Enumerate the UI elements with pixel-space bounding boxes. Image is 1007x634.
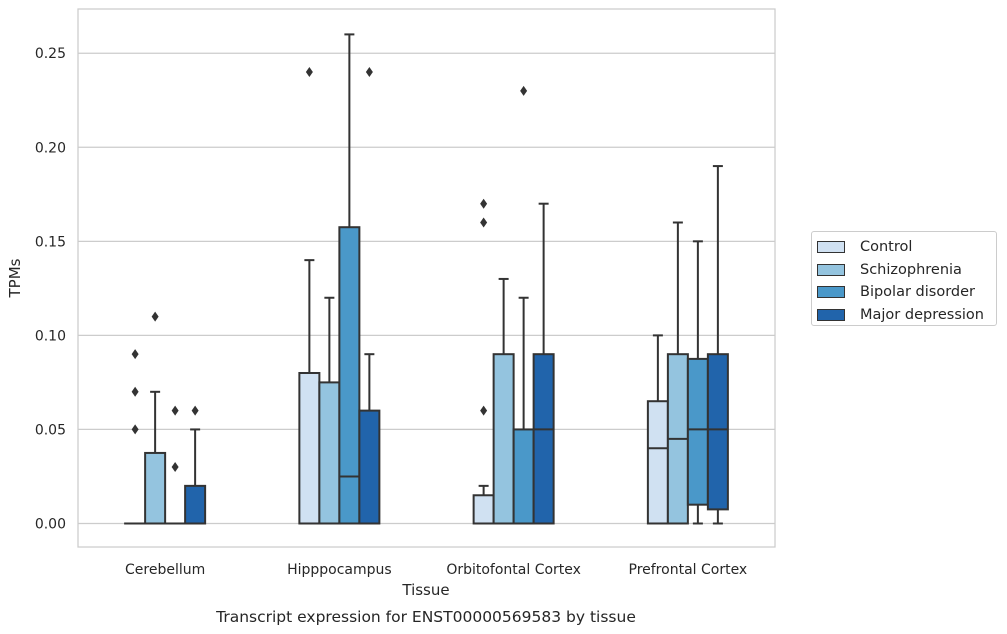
y-tick-label: 0.25 [35, 46, 66, 62]
box-body [472, 494, 495, 525]
outlier-point [151, 311, 159, 322]
box-body [686, 357, 709, 506]
chart-title: Transcript expression for ENST0000056958… [215, 608, 636, 626]
legend-item: Major depression [817, 304, 996, 327]
box-major-depression-3 [706, 165, 729, 525]
box-control-2 [472, 198, 495, 525]
box-schizophrenia-2 [492, 277, 515, 525]
x-tick-label: Prefrontal Cortex [629, 562, 748, 578]
box-major-depression-1 [358, 67, 381, 525]
legend-item: Control [817, 236, 996, 259]
outlier-point [480, 405, 488, 416]
box-body [706, 353, 729, 511]
x-tick-labels: Cerebellum Hipppocampus Orbitofontal Corte… [125, 562, 747, 578]
outlier-point [520, 85, 528, 96]
legend-label: Bipolar disorder [860, 284, 975, 301]
x-axis-label: Tissue [401, 581, 449, 599]
y-tick-label: 0.05 [35, 422, 66, 438]
legend-label: Major depression [860, 306, 984, 323]
box-body [338, 226, 361, 525]
box-schizophrenia-3 [666, 221, 689, 525]
outlier-point [191, 405, 199, 416]
legend-item: Bipolar disorder [817, 281, 996, 304]
y-axis-label: TPMs [6, 258, 24, 298]
legend-item: Schizophrenia [817, 259, 996, 282]
legend-swatch [817, 286, 845, 299]
box-body [532, 353, 555, 525]
legend-label: Control [860, 239, 913, 256]
box-body [358, 409, 381, 525]
box-body [184, 484, 207, 525]
outlier-point [305, 67, 313, 78]
box-bipolar-disorder-1 [338, 33, 361, 525]
box-bipolar-disorder-2 [512, 85, 535, 525]
outlier-point [171, 462, 179, 473]
y-tick-label: 0.15 [35, 234, 66, 250]
outlier-point [171, 405, 179, 416]
box-body [144, 451, 167, 525]
y-tick-label: 0.20 [35, 140, 66, 156]
legend-swatch [817, 308, 845, 321]
box-schizophrenia-1 [318, 296, 341, 525]
box-bipolar-disorder-3 [686, 240, 709, 525]
box-schizophrenia-0 [144, 311, 167, 525]
box-control-1 [298, 67, 321, 525]
legend-label: Schizophrenia [860, 261, 962, 278]
box-body [318, 381, 341, 525]
outlier-point [131, 424, 139, 435]
legend: Control Schizophrenia Bipolar disorder Majo… [811, 231, 997, 326]
box-body [646, 400, 669, 525]
box-control-0 [124, 349, 147, 525]
plot-frame [77, 8, 776, 548]
x-tick-label: Cerebellum [125, 562, 205, 578]
box-body [298, 371, 321, 525]
outlier-point [480, 198, 488, 209]
box-body [512, 428, 535, 525]
legend-swatch [817, 241, 845, 254]
box-major-depression-0 [184, 405, 207, 525]
box-control-3 [646, 334, 669, 525]
outlier-point [131, 386, 139, 397]
outlier-point [365, 67, 373, 78]
legend-swatch [817, 263, 845, 276]
box-bipolar-disorder-0 [164, 405, 187, 525]
x-tick-label: Hipppocampus [287, 562, 392, 578]
box-major-depression-2 [532, 202, 555, 525]
outlier-point [480, 217, 488, 228]
x-tick-label: Orbitofontal Cortex [446, 562, 581, 578]
box-body [492, 353, 515, 525]
outlier-point [131, 349, 139, 360]
y-tick-label: 0.10 [35, 328, 66, 344]
y-tick-labels: 0.00 0.05 0.10 0.15 0.20 0.25 [35, 46, 66, 532]
y-tick-label: 0.00 [35, 516, 66, 532]
boxes [124, 33, 729, 525]
